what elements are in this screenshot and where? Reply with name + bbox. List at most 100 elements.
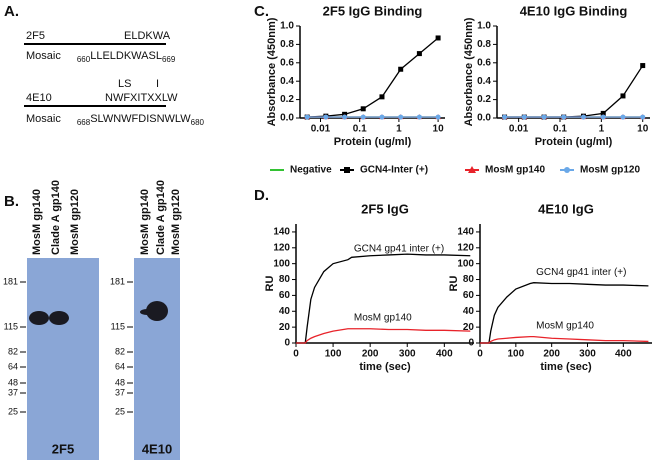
series-annotation: GCN4 gp41 inter (+) [536,267,626,278]
sequence-row: Mosaic 660LLELDKWASL669 [26,50,176,64]
marker-label: 181 [3,276,18,286]
y-tick-label: 0.6 [280,57,294,68]
x-tick-label: 300 [579,349,596,360]
marker [379,94,385,100]
marker [416,51,422,57]
y-tick-label: 0.8 [280,39,294,50]
marker-label: 48 [8,377,18,387]
x-tick-label: 1 [599,124,605,135]
marker [502,114,508,120]
lane-label: MosM gp120 [170,189,182,255]
x-tick-label: 0 [477,349,483,360]
marker-label: 181 [110,276,125,286]
y-tick-label: 20 [463,322,475,333]
y-tick-label: 0.8 [477,39,491,50]
x-axis-title: time (sec) [359,361,411,373]
legend-label: Negative [290,165,332,176]
chart-title: 4E10 IgG [538,201,594,216]
series-line [504,65,644,118]
antibody: 4E10 [26,92,52,104]
marker-label: 25 [8,406,18,416]
blot-antibody: 2F5 [52,441,74,456]
marker [435,114,441,120]
legend-marker [468,166,476,173]
marker-label: 37 [8,387,18,397]
panel-label: C. [254,3,269,20]
lane-label: Clade A gp140 [155,180,167,255]
marker [342,114,348,120]
x-tick-label: 200 [543,349,560,360]
y-tick-label: 0 [468,338,474,349]
x-tick-label: 10 [433,124,445,135]
x-tick-label: 0.01 [311,124,331,135]
y-tick-label: 40 [463,306,475,317]
blot [27,258,99,460]
x-tick-label: 0 [293,349,299,360]
antibody: 2F5 [26,30,45,42]
marker [640,114,646,120]
marker-label: 64 [115,361,125,371]
x-tick-label: 100 [507,349,524,360]
sequence: SLWNWFDISNWLW [90,113,191,125]
sequence-row: Mosaic 668SLWNWFDISNWLW680 [26,113,205,127]
y-tick-label: 0.0 [280,113,294,124]
x-tick-label: 300 [399,349,416,360]
marker-label: 48 [115,377,125,387]
marker [360,114,366,120]
x-tick-label: 1 [396,124,402,135]
series-line [480,282,649,344]
marker [416,114,422,120]
series-line [480,336,649,344]
x-tick-label: 0.1 [353,124,367,135]
y-tick-label: 120 [273,242,290,253]
marker [620,114,626,120]
y-tick-label: 0 [284,338,290,349]
lane-label: MosM gp140 [139,189,151,255]
marker [620,93,626,99]
band [146,301,168,321]
marker-label: 115 [4,321,18,331]
y-tick-label: 0.2 [477,94,491,105]
marker-label: 115 [111,321,125,331]
marker-label: 82 [115,346,125,356]
band [49,311,69,325]
band [140,309,154,315]
start: 660 [77,55,91,64]
y-axis-title: Absorbance (450nm) [266,17,278,126]
lane-label: MosM gp140 [31,189,43,255]
marker [640,63,646,69]
marker [360,106,366,112]
y-tick-label: 0.4 [477,76,491,87]
y-axis-title: Absorbance (450nm) [463,17,475,126]
x-tick-label: 0.01 [509,124,529,135]
marker [435,35,441,41]
construct: Mosaic [26,113,61,125]
x-axis-title: Protein (ug/ml) [334,136,412,148]
marker [304,114,310,120]
band [29,311,49,325]
sequence: LLELDKWASL [90,50,162,62]
x-tick-label: 10 [637,124,649,135]
chart-title: 2F5 IgG Binding [323,3,423,18]
lane-label: MosM gp120 [69,189,81,255]
chart-title: 2F5 IgG [361,201,409,216]
legend-label: GCN4-Inter (+) [360,165,428,176]
blot-antibody: 4E10 [142,441,172,456]
y-tick-label: 100 [457,258,474,269]
marker [600,110,606,116]
y-tick-label: 120 [457,242,474,253]
x-tick-label: 400 [615,349,632,360]
y-tick-label: 0.6 [477,57,491,68]
legend-marker [564,167,570,173]
end: 680 [191,118,205,127]
y-axis-title: RU [264,276,276,292]
y-tick-label: 1.0 [477,21,491,32]
marker [398,66,404,72]
marker-label: 82 [8,346,18,356]
marker [580,114,586,120]
series-line [307,37,439,118]
legend-label: MosM gp140 [485,165,545,176]
y-tick-label: 60 [279,290,291,301]
marker [323,114,329,120]
series-line [296,328,471,344]
